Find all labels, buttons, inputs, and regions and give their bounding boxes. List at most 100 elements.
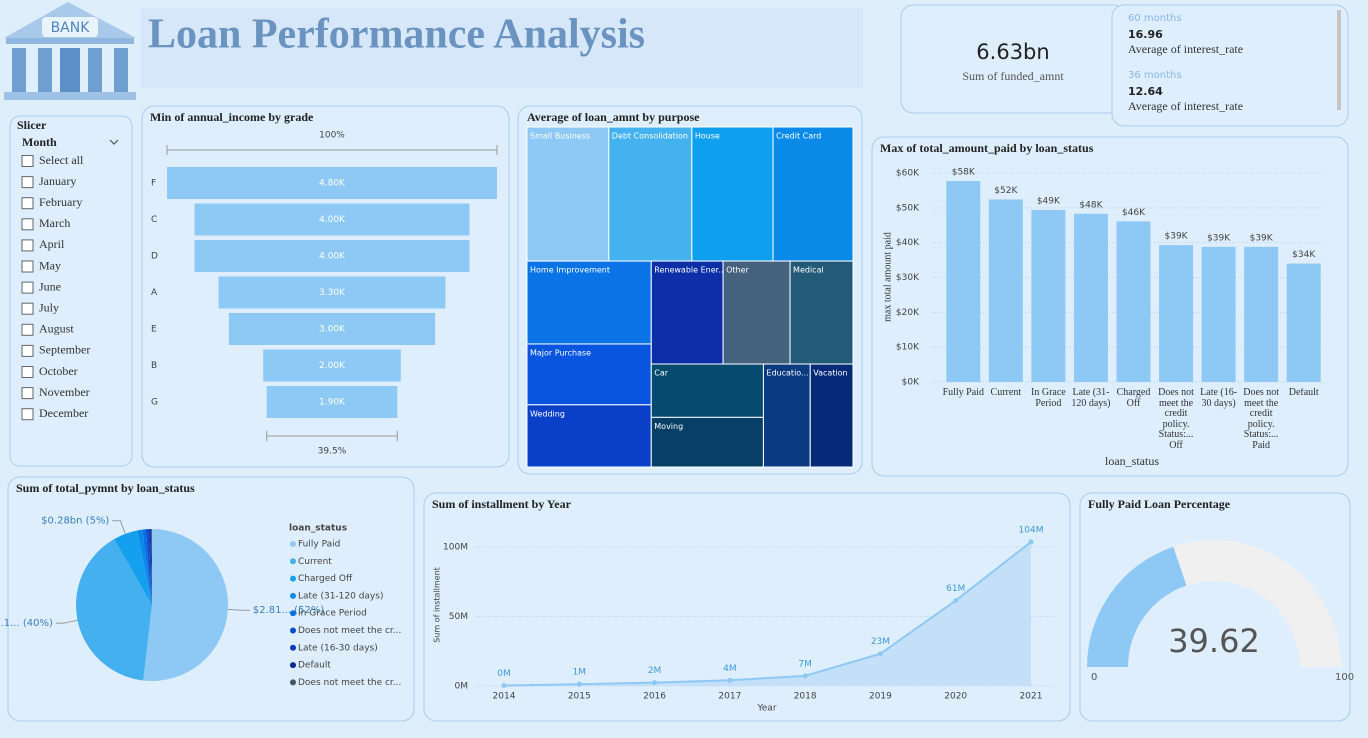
legend-label[interactable]: Late (31-120 days) [298, 591, 383, 601]
pie-slice [151, 529, 152, 605]
chart-title: Sum of total_pymnt by loan_status [16, 481, 195, 495]
checkbox[interactable] [21, 218, 34, 231]
slicer-item[interactable]: August [39, 322, 74, 336]
data-label: 4.00K [319, 252, 346, 262]
legend-label[interactable]: Does not meet the cr... [298, 626, 401, 636]
leader-line [55, 619, 78, 624]
data-label: $39K [1207, 233, 1231, 243]
legend-label[interactable]: Fully Paid [298, 540, 340, 550]
treemap-tile [691, 126, 774, 262]
slicer-chevron[interactable] [109, 139, 119, 145]
pie-slice [148, 529, 152, 605]
data-label: 4.80K [319, 179, 346, 189]
checkbox[interactable] [21, 302, 34, 315]
y-axis-label: Sum of installment [433, 567, 442, 643]
point [877, 651, 883, 657]
category-label: D [151, 252, 158, 262]
legend-marker[interactable] [290, 541, 296, 547]
area [504, 541, 1031, 686]
checkbox[interactable] [21, 281, 34, 294]
leader-line [227, 608, 250, 611]
pie-slice [145, 529, 152, 605]
checkbox[interactable] [21, 176, 34, 189]
data-label: $48K [1079, 200, 1103, 210]
tile-label: Educatio... [766, 369, 808, 378]
slicer-item[interactable]: May [39, 258, 61, 272]
checkbox[interactable] [21, 197, 34, 210]
x-tick-label: 2020 [944, 692, 967, 702]
data-label: $2.81... (52%) [253, 605, 324, 616]
slicer-item[interactable]: January [39, 174, 76, 188]
data-label: 4M [723, 664, 737, 674]
card-label: Average of interest_rate [1128, 42, 1243, 56]
legend-label[interactable]: Does not meet the cr... [298, 678, 401, 688]
point [802, 673, 808, 679]
slicer-item[interactable]: October [39, 364, 78, 378]
legend-marker[interactable] [290, 575, 296, 582]
chart-title: Min of annual_income by grade [150, 110, 314, 124]
funnel-bar [194, 240, 470, 272]
logo-sign [42, 17, 98, 37]
tile-label: Car [654, 369, 668, 378]
slicer-item[interactable]: February [39, 195, 82, 209]
checkbox[interactable] [21, 155, 34, 167]
legend-label[interactable]: Default [298, 661, 331, 671]
x-tick-text: Does not meet the credit policy. Status:… [1158, 388, 1194, 451]
checkbox[interactable] [21, 239, 34, 252]
logo-column [12, 48, 26, 92]
data-label: $39K [1165, 232, 1189, 242]
legend-marker[interactable] [290, 644, 296, 651]
category-label: A [151, 288, 158, 298]
slicer-item[interactable]: June [39, 279, 61, 293]
bar [988, 199, 1023, 382]
scrollbar[interactable] [1337, 10, 1341, 110]
treemap-tile [772, 126, 854, 262]
legend-label[interactable]: In Grace Period [298, 609, 367, 619]
treemap-tile [809, 363, 854, 468]
legend-marker[interactable] [290, 627, 296, 634]
checkbox[interactable] [21, 344, 34, 357]
slicer-item[interactable]: December [39, 406, 88, 420]
data-label: $39K [1250, 233, 1274, 243]
checkbox[interactable] [21, 366, 34, 378]
treemap-tile [526, 260, 652, 345]
legend-label[interactable]: Charged Off [298, 574, 353, 584]
legend-marker[interactable] [290, 558, 296, 565]
slicer-item[interactable]: March [39, 216, 70, 230]
treemap-tile [722, 260, 791, 365]
checkbox[interactable] [21, 323, 34, 336]
checkbox[interactable] [21, 387, 34, 400]
slicer-item[interactable]: September [39, 343, 90, 357]
slicer-item[interactable]: November [39, 385, 90, 399]
checkbox[interactable] [21, 260, 34, 273]
legend-label[interactable]: Late (16-30 days) [298, 643, 378, 653]
tile-label: Vacation [813, 369, 847, 378]
logo-door [60, 48, 80, 92]
multi-row-card [1111, 4, 1349, 127]
treemap-tile [650, 260, 724, 365]
legend-marker[interactable] [290, 662, 296, 669]
leader-line [112, 520, 126, 535]
slicer-item[interactable]: July [39, 300, 59, 314]
funnel-bar [263, 349, 401, 382]
legend-label[interactable]: Current [298, 557, 332, 567]
x-tick-label: Charged Off [1117, 388, 1151, 408]
slicer-item[interactable]: April [39, 237, 65, 251]
data-label: 3.30K [319, 288, 346, 298]
tile-label: Moving [654, 422, 683, 431]
bar [1116, 221, 1151, 382]
pie-slice [142, 529, 152, 605]
slicer-item[interactable]: Select all [39, 153, 84, 167]
legend-marker[interactable] [290, 679, 296, 686]
y-tick-label: $30K [896, 273, 920, 283]
legend-marker[interactable] [290, 610, 296, 617]
line [503, 541, 1032, 687]
bar [1073, 213, 1108, 382]
x-tick-text: Current [990, 388, 1022, 398]
data-label: 2.00K [319, 361, 346, 371]
legend-marker[interactable] [290, 592, 296, 599]
category-label: C [151, 215, 157, 225]
checkbox[interactable] [21, 408, 34, 421]
bar [1201, 246, 1236, 382]
